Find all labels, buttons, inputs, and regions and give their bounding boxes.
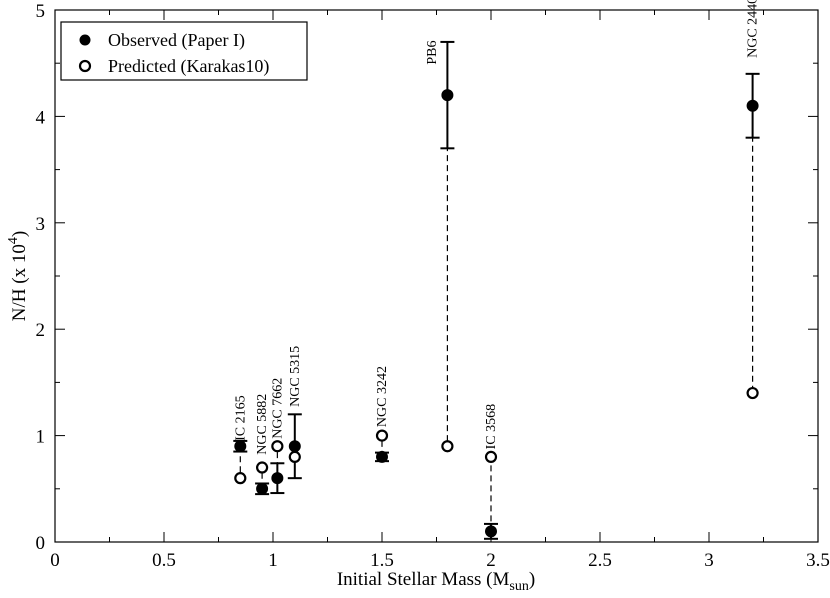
observed-point bbox=[288, 440, 301, 453]
object-label: NGC 2440 bbox=[746, 0, 761, 58]
x-tick-label: 0 bbox=[50, 550, 60, 571]
legend-observed-label: Observed (Paper I) bbox=[108, 30, 245, 51]
y-axis-label-sup: 4 bbox=[6, 237, 21, 244]
connectors-layer bbox=[239, 95, 754, 532]
y-tick-label: 5 bbox=[36, 1, 46, 22]
x-tick-label: 1 bbox=[268, 550, 278, 571]
y-tick-label: 0 bbox=[36, 533, 46, 554]
observed-point bbox=[234, 440, 247, 453]
y-tick-label: 3 bbox=[36, 214, 46, 235]
predicted-point bbox=[288, 450, 301, 463]
legend: Observed (Paper I) Predicted (Karakas10) bbox=[60, 21, 308, 81]
legend-predicted-label: Predicted (Karakas10) bbox=[108, 56, 269, 77]
object-label: NGC 3242 bbox=[375, 366, 390, 427]
predicted-point bbox=[484, 450, 498, 463]
x-axis-label-close: ) bbox=[529, 569, 535, 590]
legend-predicted-marker bbox=[78, 59, 92, 73]
observed-point bbox=[376, 450, 388, 463]
y-axis-label-close: ) bbox=[9, 231, 30, 237]
predicted-point bbox=[256, 461, 269, 474]
object-label: NGC 5315 bbox=[288, 346, 303, 407]
predicted-point bbox=[441, 440, 454, 453]
x-axis-label-sub: sun bbox=[509, 579, 528, 594]
observed-point bbox=[441, 89, 454, 102]
object-label: PB6 bbox=[425, 40, 440, 64]
object-label: IC 2165 bbox=[233, 395, 248, 441]
predicted-point bbox=[234, 472, 247, 485]
observed-point bbox=[485, 525, 497, 538]
y-tick-label: 2 bbox=[36, 320, 46, 341]
observed-point bbox=[256, 482, 269, 495]
object-label: NGC 5882 bbox=[255, 394, 270, 455]
x-tick-label: 1.5 bbox=[370, 550, 394, 571]
errbars-layer bbox=[233, 40, 760, 540]
object-label: IC 3568 bbox=[484, 404, 499, 450]
predicted-point bbox=[746, 386, 759, 400]
y-tick-label: 1 bbox=[36, 427, 46, 448]
predicted-point bbox=[271, 440, 284, 453]
x-axis-label-main: Initial Stellar Mass (M bbox=[337, 569, 510, 590]
points-layer bbox=[234, 89, 759, 538]
legend-box bbox=[60, 21, 308, 81]
observed-point bbox=[271, 472, 284, 485]
x-tick-label: 2.5 bbox=[588, 550, 612, 571]
x-tick-label: 3.5 bbox=[806, 550, 830, 571]
x-axis-label: Initial Stellar Mass (Msun) bbox=[337, 569, 535, 594]
object-label: NGC 7662 bbox=[270, 378, 285, 439]
x-tick-label: 0.5 bbox=[152, 550, 176, 571]
x-tick-label: 2 bbox=[486, 550, 496, 571]
y-axis-label-main: N/H (x 10 bbox=[9, 244, 30, 321]
observed-point bbox=[746, 99, 759, 112]
y-tick-label: 4 bbox=[36, 107, 46, 128]
plot-frame bbox=[54, 9, 819, 543]
x-tick-label: 3 bbox=[704, 550, 714, 571]
y-axis-label: N/H (x 104) bbox=[6, 231, 30, 321]
predicted-point bbox=[375, 429, 389, 442]
legend-observed-marker bbox=[79, 34, 91, 46]
ticks-layer: 0 0.5 1 1.5 2 2.5 3 3.5 0 1 2 3 4 5 bbox=[36, 1, 830, 571]
